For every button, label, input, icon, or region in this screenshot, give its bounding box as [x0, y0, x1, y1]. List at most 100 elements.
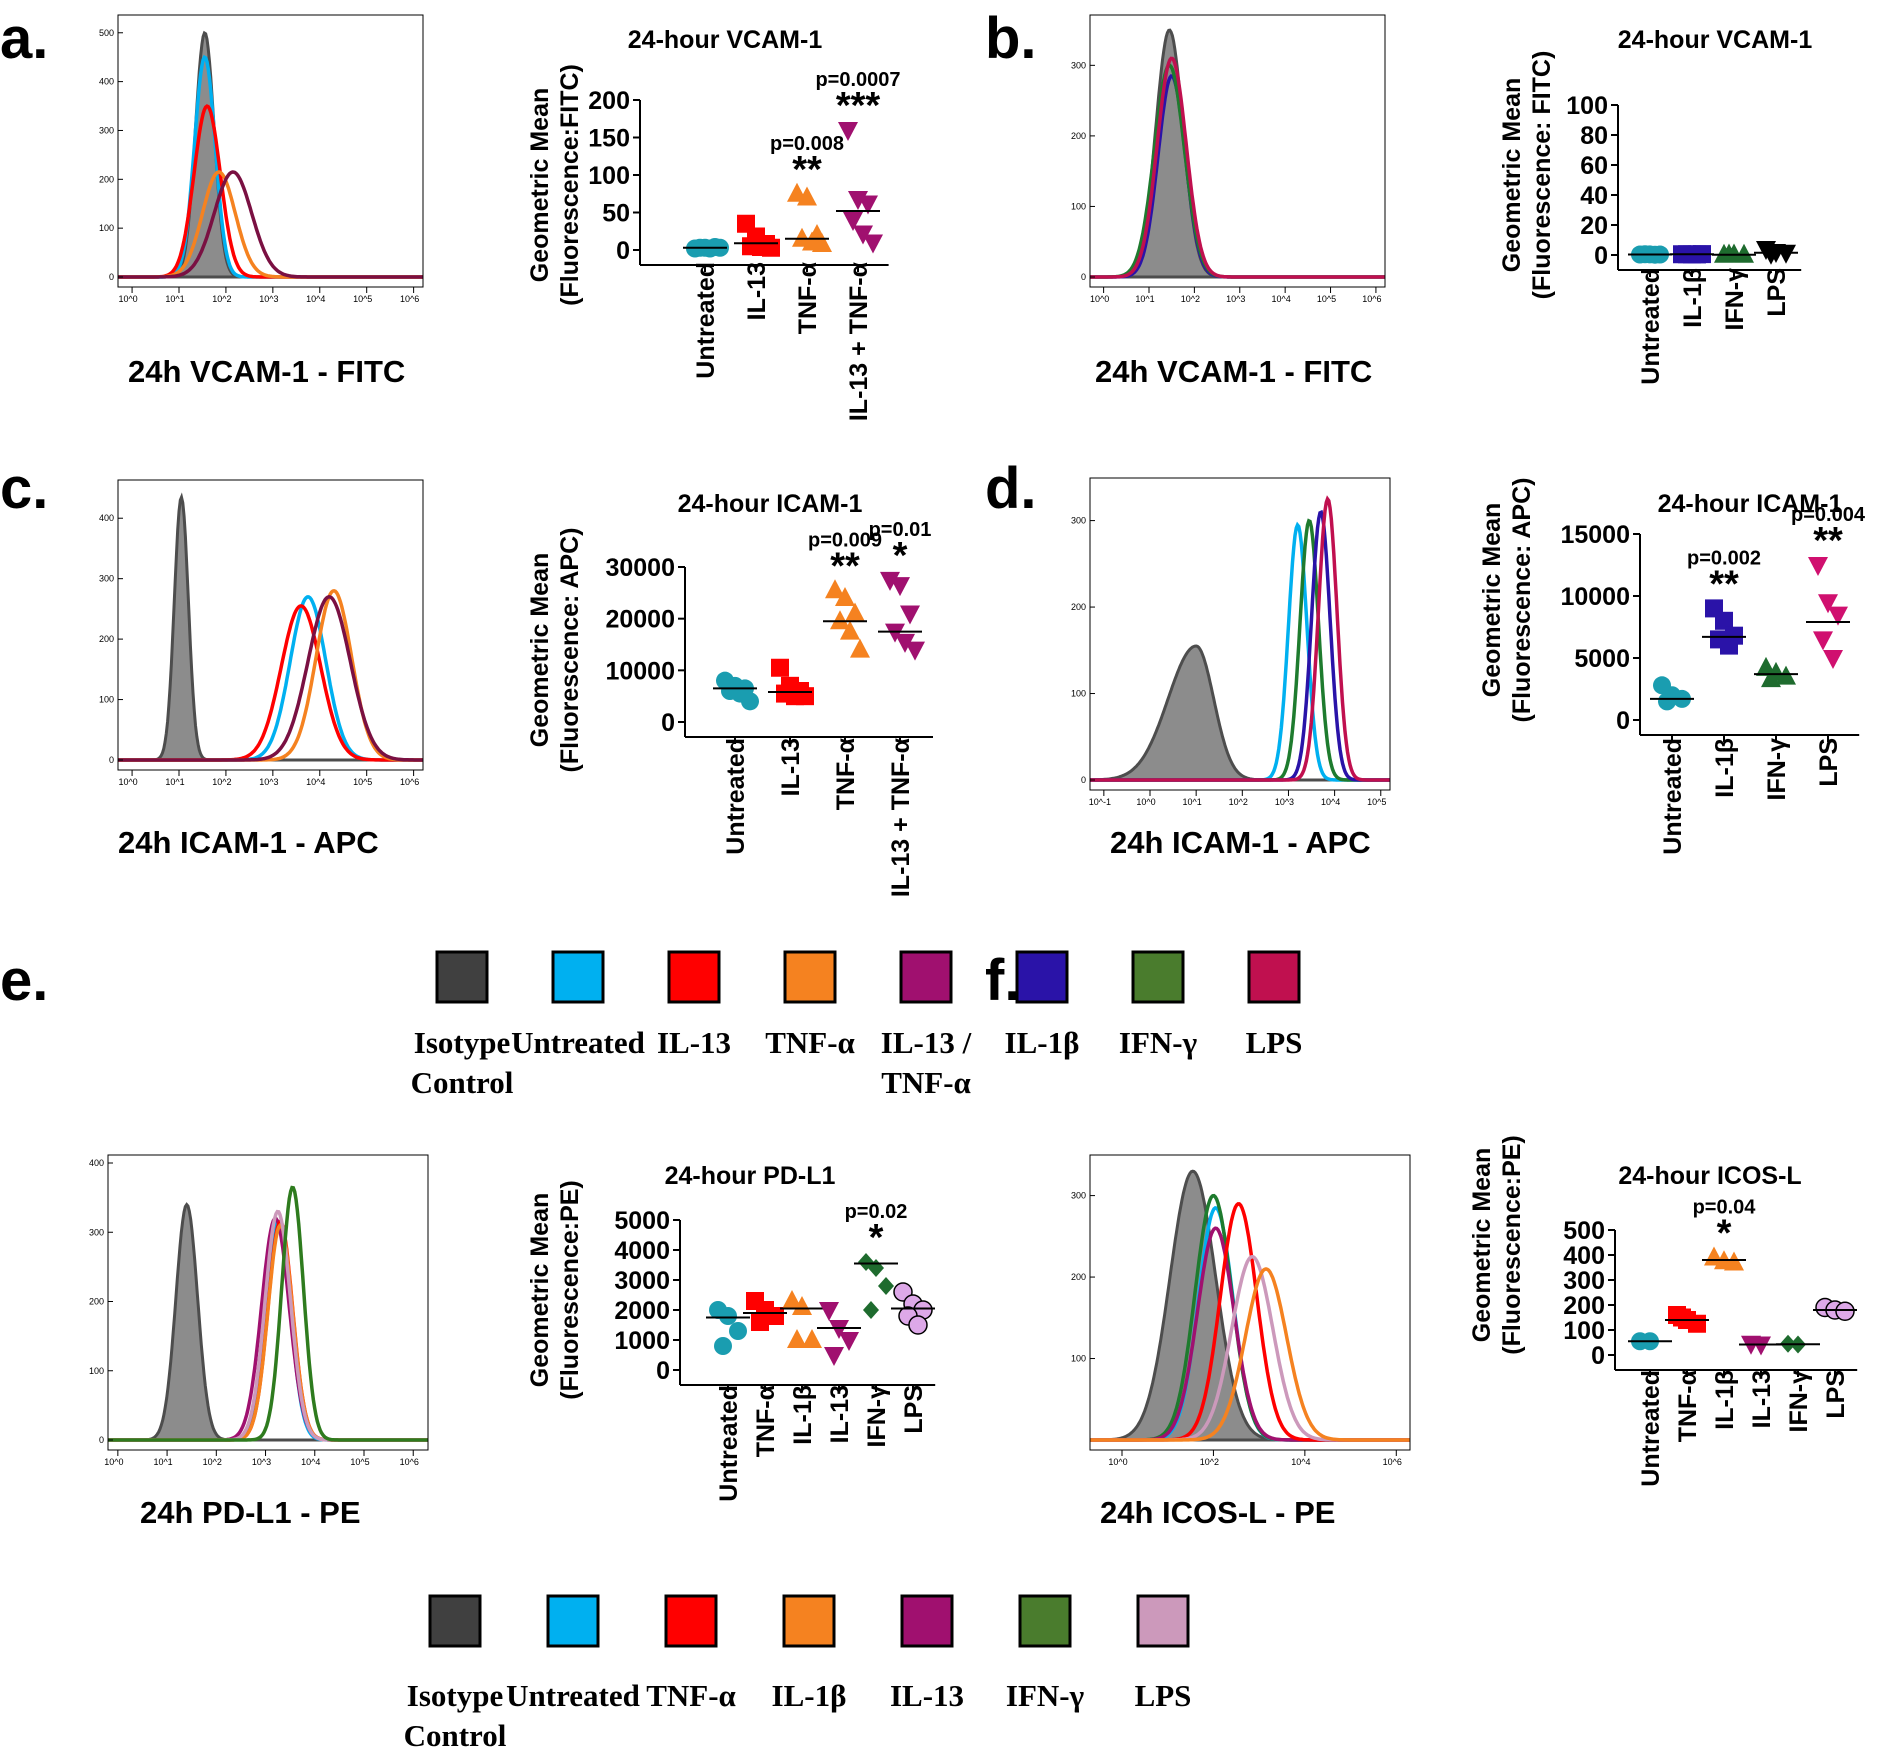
y-tick-label: 10000: [605, 657, 675, 685]
y-tick-label: 30000: [605, 554, 675, 582]
category-label: IL-1β: [1711, 738, 1739, 798]
x-tick-label: 10^6: [1383, 1457, 1402, 1467]
category-label: Untreated: [715, 1385, 743, 1502]
category-label: IL-13: [1748, 1370, 1776, 1428]
data-group: [713, 671, 759, 711]
histogram-curves: [118, 492, 423, 762]
y-axis-label: Geometric Mean(Fluorescence: FITC): [1498, 51, 1556, 300]
y-tick-label: 100: [1071, 201, 1086, 211]
legend-label: IL-13: [657, 1025, 731, 1060]
y-tick-label: 2000: [614, 1297, 670, 1325]
y-tick-label: 1000: [614, 1327, 670, 1355]
histogram-frame: [1089, 14, 1386, 288]
data-group: **p=0.004: [1791, 504, 1866, 669]
category-label: IFN-γ: [1763, 738, 1791, 801]
histogram-frame: [1089, 1154, 1411, 1451]
x-tick-label: 10^4: [1272, 294, 1291, 304]
data-group: [1665, 1306, 1709, 1333]
data-point: [1828, 606, 1848, 626]
y-tick-label: 100: [99, 223, 114, 233]
data-group: [743, 1292, 787, 1331]
category-label: Untreated: [1659, 738, 1687, 855]
category-label: IL-13 + TNF-α: [887, 737, 915, 897]
y-tick-label: 300: [1071, 1191, 1086, 1201]
histogram-xlabel: 24h VCAM-1 - FITC: [1095, 354, 1372, 389]
histogram-frame: [117, 14, 424, 288]
data-point: [835, 587, 855, 606]
histogram-curves: [1090, 495, 1390, 782]
histogram-frame: [107, 1154, 429, 1451]
data-point: [1776, 244, 1796, 264]
y-tick-label: 500: [99, 28, 114, 38]
category-label: TNF-α: [794, 261, 822, 334]
legend-item: IL-13 / TNF-α: [881, 950, 972, 1100]
data-point: [829, 1320, 849, 1339]
legend-swatch: [782, 1594, 836, 1648]
category-label: LPS: [1763, 268, 1791, 317]
data-group: *p=0.02: [845, 1201, 907, 1319]
y-tick-label: 100: [1566, 92, 1608, 120]
data-point: [751, 1313, 769, 1331]
histogram-curve: [118, 595, 423, 762]
data-point: [1808, 557, 1828, 576]
data-group: [1670, 245, 1714, 264]
data-group: **p=0.009: [808, 529, 882, 658]
scatter-c: 24-hour ICAM-1 Geometric Mean(Fluorescenc…: [526, 490, 933, 897]
y-tick-label: 4000: [614, 1237, 670, 1265]
category-label: IFN-γ: [1721, 268, 1749, 331]
data-point: [741, 692, 759, 711]
y-axis-label-line: (Fluorescence: APC): [556, 528, 584, 773]
histogram-curve: [118, 104, 423, 279]
legend-item: LPS: [1135, 1594, 1191, 1713]
category-label: Untreated: [722, 738, 750, 855]
p-value: p=0.002: [1687, 547, 1761, 569]
y-tick-label: 0: [1594, 242, 1608, 270]
x-tick-label: 10^6: [400, 777, 419, 787]
histogram-curve: [118, 54, 423, 279]
x-tick-label: 10^2: [212, 777, 231, 787]
legend-label: TNF-α: [646, 1678, 736, 1713]
data-point: [858, 195, 878, 215]
scatter-a: 24-hour VCAM-1 Geometric Mean(Fluorescenc…: [526, 26, 901, 421]
y-tick-label: 5000: [1574, 645, 1630, 673]
x-tick-label: 10^1: [1135, 294, 1154, 304]
significance-stars: ***: [836, 85, 881, 127]
data-point: [819, 1302, 839, 1321]
legend-swatch: [900, 1594, 954, 1648]
histogram-curves: [108, 1185, 428, 1442]
legend-item: IFN-γ: [1119, 950, 1198, 1060]
x-tick-label: 10^0: [1090, 294, 1109, 304]
y-tick-label: 300: [89, 1227, 104, 1237]
y-tick-label: 5000: [614, 1207, 670, 1235]
data-group: [1628, 245, 1672, 264]
data-point: [797, 186, 817, 206]
y-tick-label: 0: [99, 1435, 104, 1445]
legend-label: Control: [411, 1065, 514, 1100]
x-tick-label: 10^3: [252, 1457, 271, 1467]
x-tick-label: 10^4: [306, 294, 325, 304]
legend-item: IL-1β: [1005, 950, 1079, 1060]
x-tick-label: 10^3: [259, 777, 278, 787]
p-value: p=0.009: [808, 529, 882, 551]
data-group: ***p=0.0007: [815, 69, 901, 254]
data-group: *p=0.04: [1693, 1197, 1756, 1271]
data-point: [1734, 243, 1754, 263]
histogram-curve: [108, 1185, 428, 1442]
y-tick-label: 10000: [1560, 583, 1630, 611]
data-point: [796, 687, 814, 706]
histogram-curve: [118, 604, 423, 762]
data-group: [734, 214, 780, 257]
category-label: IFN-γ: [863, 1385, 891, 1448]
chart-title: 24-hour ICOS-L: [1618, 1162, 1801, 1190]
x-tick-label: 10^2: [1181, 294, 1200, 304]
data-point: [880, 571, 900, 591]
histogram-curve: [118, 30, 423, 279]
data-group: [780, 1290, 824, 1348]
legend-item: Isotype Control: [404, 1594, 507, 1753]
histogram-curve: [118, 595, 423, 762]
data-point: [863, 234, 883, 254]
y-axis-label-line: Geometric Mean: [1498, 78, 1526, 273]
data-point: [1751, 1336, 1771, 1356]
legend-label: IL-13: [890, 1678, 964, 1713]
